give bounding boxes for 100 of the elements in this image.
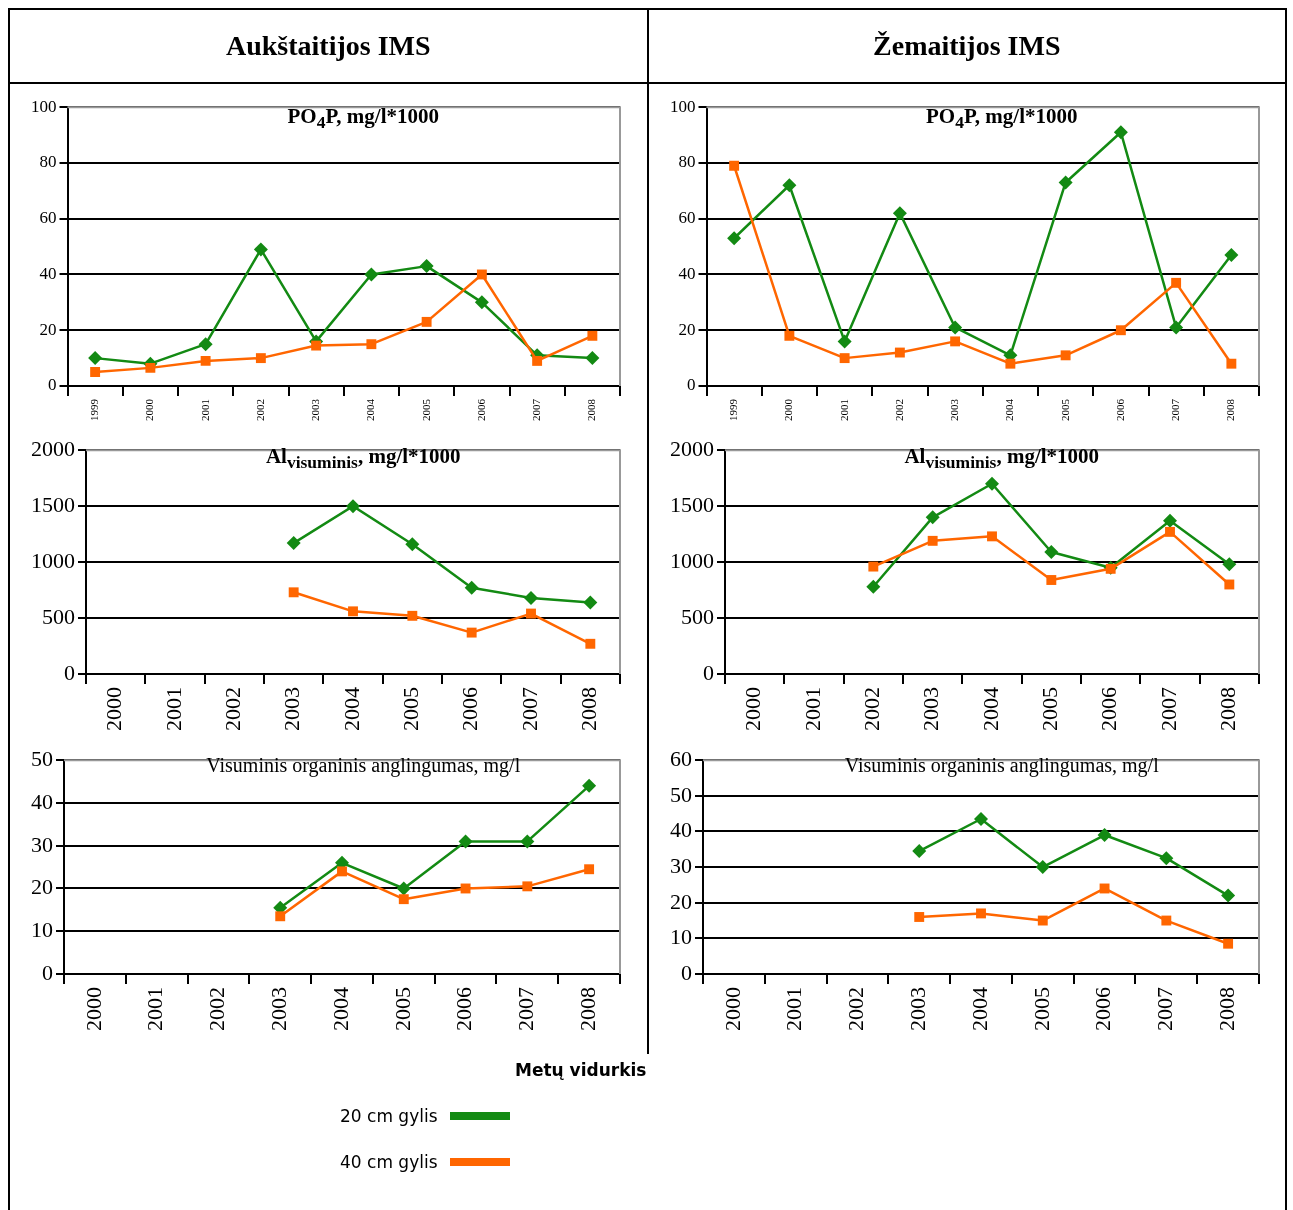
y-tick-label: 60 — [669, 745, 692, 771]
y-tick-label: 40 — [678, 263, 696, 283]
y-tick-label: 1500 — [31, 491, 76, 517]
x-tick-label: 2002 — [254, 399, 267, 421]
x-tick-label: 2002 — [204, 987, 230, 1031]
x-tick-label: 2007 — [513, 987, 539, 1031]
x-tick-label: 2001 — [837, 399, 850, 421]
x-tick-label: 2008 — [585, 398, 598, 421]
legend-title: Metų vidurkis — [515, 1060, 648, 1080]
text: Žemaitijos IMS — [873, 30, 1061, 62]
chart-title: Visuminis organinis anglingumas, mg/l — [205, 754, 522, 777]
y-tick-label: 20 — [31, 874, 54, 900]
x-tick-label: 2006 — [1113, 398, 1126, 421]
y-tick-label: 60 — [39, 208, 57, 228]
x-tick-label: 2008 — [576, 687, 602, 731]
y-tick-label: 0 — [42, 959, 54, 985]
x-tick-label: 2002 — [220, 687, 246, 731]
x-tick-label: 2001 — [142, 987, 168, 1031]
y-tick-label: 50 — [669, 781, 692, 807]
x-tick-label: 2000 — [719, 987, 745, 1031]
x-tick-label: 2000 — [782, 398, 795, 421]
x-tick-label: 2001 — [161, 687, 187, 731]
chart-title: Visuminis organinis anglingumas, mg/l — [843, 754, 1160, 777]
x-tick-label: 2004 — [364, 398, 377, 421]
x-tick-label: 2004 — [966, 987, 992, 1031]
x-tick-label: 2000 — [101, 687, 127, 731]
y-tick-label: 1000 — [669, 547, 714, 573]
y-tick-label: 40 — [31, 788, 54, 814]
chart-title: PO$_{4}$P, mg/l*1000 — [286, 104, 440, 134]
x-tick-label: 2001 — [198, 399, 211, 421]
x-tick-label: 2005 — [419, 398, 432, 421]
x-tick-label: 2001 — [799, 687, 825, 731]
y-tick-label: 10 — [31, 917, 54, 943]
x-tick-label: 2005 — [1058, 398, 1071, 421]
x-tick-label: 2003 — [947, 398, 960, 421]
x-tick-label: 2006 — [1090, 987, 1116, 1031]
x-tick-label: 1999 — [726, 398, 739, 421]
chart-title: Al$_{visuminis}$, mg/l*1000 — [264, 444, 462, 474]
y-tick-label: 20 — [678, 319, 696, 339]
x-tick-label: 2003 — [279, 687, 305, 731]
y-tick-label: 2000 — [31, 435, 76, 461]
y-tick-label: 30 — [31, 831, 54, 857]
y-tick-label: 40 — [39, 263, 57, 283]
x-tick-label: 2008 — [575, 987, 601, 1031]
y-tick-label: 40 — [669, 817, 692, 843]
legend-label: 20 cm gylis — [340, 1106, 438, 1126]
x-tick-label: 2001 — [781, 987, 807, 1031]
y-tick-label: 80 — [39, 152, 57, 172]
x-tick-label: 2007 — [530, 398, 543, 421]
x-tick-label: 2006 — [451, 987, 477, 1031]
x-tick-label: 2002 — [842, 987, 868, 1031]
y-tick-label: 20 — [39, 319, 57, 339]
y-tick-label: 500 — [42, 603, 76, 629]
y-tick-label: 50 — [31, 745, 54, 771]
x-tick-label: 2003 — [904, 987, 930, 1031]
x-tick-label: 2007 — [1168, 398, 1181, 421]
x-tick-label: 2004 — [339, 687, 365, 731]
x-tick-label: 2000 — [80, 987, 106, 1031]
x-tick-label: 2000 — [740, 687, 766, 731]
x-tick-label: 2002 — [892, 399, 905, 421]
text: Aukštaitijos IMS — [225, 30, 431, 62]
x-tick-label: 2005 — [1036, 687, 1062, 731]
x-tick-label: 2004 — [977, 687, 1003, 731]
y-tick-label: 60 — [678, 208, 696, 228]
x-tick-label: 2008 — [1213, 987, 1239, 1031]
y-tick-label: 100 — [669, 96, 696, 116]
y-tick-label: 30 — [669, 852, 692, 878]
y-tick-label: 1000 — [31, 547, 76, 573]
y-tick-label: 100 — [31, 96, 57, 116]
x-tick-label: 2005 — [398, 687, 424, 731]
x-tick-label: 2002 — [858, 687, 884, 731]
x-tick-label: 2003 — [918, 687, 944, 731]
x-tick-label: 2005 — [1028, 987, 1054, 1031]
y-tick-label: 10 — [669, 924, 692, 950]
x-tick-label: 2004 — [328, 987, 354, 1031]
x-tick-label: 2006 — [475, 398, 488, 421]
y-tick-label: 0 — [686, 375, 696, 395]
x-tick-label: 2005 — [389, 987, 415, 1031]
y-tick-label: 20 — [669, 888, 692, 914]
y-tick-label: 80 — [678, 152, 696, 172]
y-tick-label: 2000 — [669, 435, 714, 461]
x-tick-label: 2007 — [1151, 987, 1177, 1031]
x-tick-label: 2008 — [1214, 687, 1240, 731]
x-tick-label: 2006 — [1096, 687, 1122, 731]
x-tick-label: 1999 — [88, 398, 101, 421]
x-tick-label: 2007 — [1155, 687, 1181, 731]
y-tick-label: 0 — [702, 659, 714, 685]
chart-title: Al$_{visuminis}$, mg/l*1000 — [903, 444, 1101, 474]
y-tick-label: 500 — [680, 603, 714, 629]
x-tick-label: 2004 — [1003, 398, 1016, 421]
x-tick-label: 2008 — [1224, 398, 1237, 421]
x-tick-label: 2007 — [517, 687, 543, 731]
y-tick-label: 1500 — [669, 491, 714, 517]
chart-title: PO$_{4}$P, mg/l*1000 — [925, 104, 1079, 134]
legend-label: 40 cm gylis — [340, 1152, 438, 1172]
x-tick-label: 2000 — [143, 398, 156, 421]
x-tick-label: 2003 — [309, 398, 322, 421]
y-tick-label: 0 — [64, 659, 76, 685]
x-tick-label: 2006 — [457, 687, 483, 731]
x-tick-label: 2003 — [266, 987, 292, 1031]
